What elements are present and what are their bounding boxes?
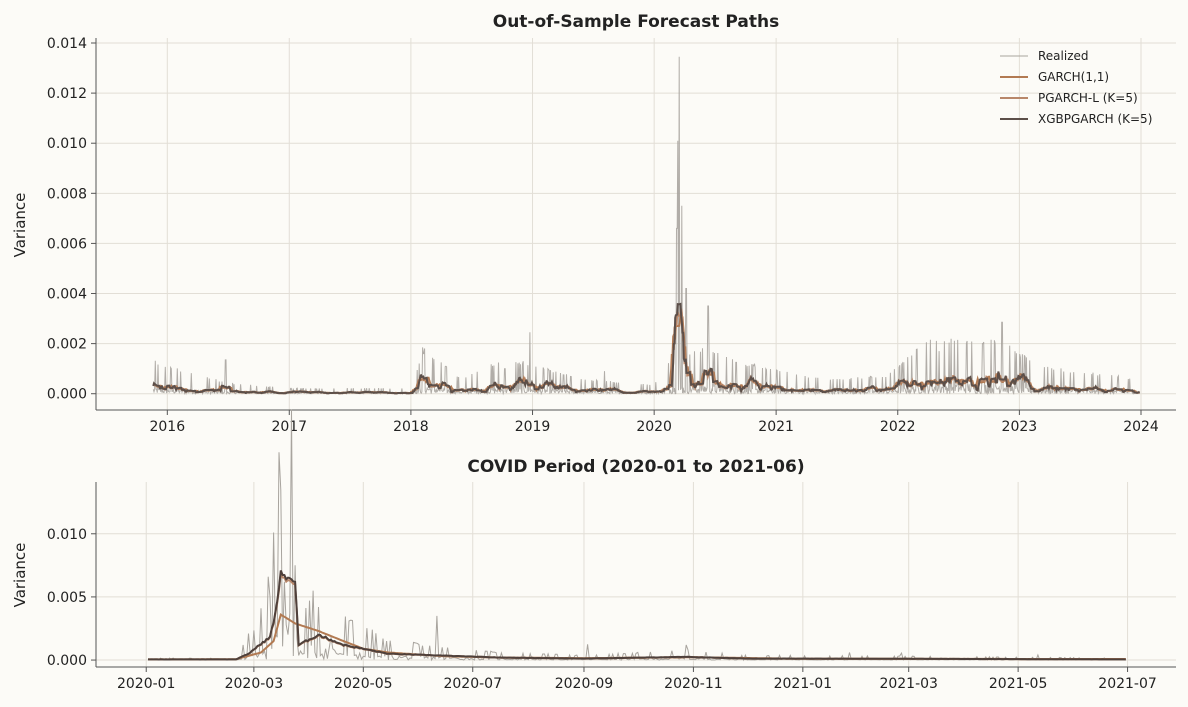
bottom-x-tick-label: 2021-01	[774, 676, 833, 692]
top-y-tick-label: 0.012	[47, 86, 87, 102]
top-y-tick-label: 0.004	[47, 287, 87, 303]
xgbpgarch-line	[148, 570, 1126, 661]
top-y-tick-label: 0.000	[47, 387, 87, 403]
bottom-x-tick-label: 2021-07	[1098, 676, 1157, 692]
top-y-tick-label: 0.010	[47, 136, 87, 152]
bottom-x-tick-label: 2020-11	[664, 676, 723, 692]
legend: Realized GARCH(1,1) PGARCH-L (K=5) XGBPGARC…	[1000, 49, 1152, 126]
bottom-axes: 2020-01 2020-03 2020-05 2020-07 2020-09 2020-…	[47, 482, 1176, 692]
top-panel: Out-of-Sample Forecast Paths Variance 20…	[11, 12, 1176, 435]
top-x-tick-label: 2018	[393, 419, 429, 435]
top-y-tick-label: 0.002	[47, 337, 87, 353]
top-y-tick-label: 0.006	[47, 236, 87, 252]
legend-label: Realized	[1038, 49, 1089, 63]
bottom-y-tick-label: 0.005	[47, 590, 87, 606]
top-forecast-series	[152, 302, 1140, 395]
top-x-tick-label: 2023	[1002, 419, 1038, 435]
top-grid	[96, 38, 1176, 410]
top-x-tick-label: 2020	[636, 419, 672, 435]
bottom-x-tick-label: 2021-03	[879, 676, 938, 692]
top-axes: 2016 2017 2018 2019 2020 2021 2022 2023 2024 0.00…	[47, 36, 1176, 435]
bottom-x-tick-label: 2020-03	[225, 676, 284, 692]
top-x-tick-label: 2024	[1123, 419, 1159, 435]
bottom-y-tick-label: 0.010	[47, 527, 87, 543]
legend-label: GARCH(1,1)	[1038, 70, 1109, 84]
top-x-tick-label: 2019	[515, 419, 551, 435]
top-x-tick-label: 2016	[149, 419, 185, 435]
bottom-y-axis-label: Variance	[11, 543, 29, 608]
top-x-tick-label: 2017	[271, 419, 307, 435]
top-y-tick-label: 0.008	[47, 186, 87, 202]
legend-label: XGBPGARCH (K=5)	[1038, 112, 1152, 126]
bottom-x-tick-label: 2020-01	[117, 676, 176, 692]
realized-line	[152, 56, 1140, 396]
bottom-panel: COVID Period (2020-01 to 2021-06) Varian…	[11, 409, 1176, 692]
top-chart-title: Out-of-Sample Forecast Paths	[493, 12, 780, 32]
bottom-x-tick-label: 2020-09	[555, 676, 614, 692]
bottom-x-tick-label: 2020-07	[443, 676, 502, 692]
bottom-x-tick-label: 2021-05	[989, 676, 1048, 692]
top-realized-series	[152, 56, 1140, 396]
top-x-tick-label: 2021	[758, 419, 794, 435]
legend-label: PGARCH-L (K=5)	[1038, 91, 1138, 105]
xgbpgarch-line	[152, 302, 1140, 395]
bottom-chart-title: COVID Period (2020-01 to 2021-06)	[467, 457, 804, 477]
bottom-x-tick-label: 2020-05	[334, 676, 393, 692]
top-y-tick-label: 0.014	[47, 36, 87, 52]
top-x-tick-label: 2022	[880, 419, 916, 435]
bottom-grid	[96, 482, 1176, 667]
bottom-y-tick-label: 0.000	[47, 653, 87, 669]
bottom-forecast-series	[147, 570, 1126, 661]
top-y-axis-label: Variance	[11, 193, 29, 258]
